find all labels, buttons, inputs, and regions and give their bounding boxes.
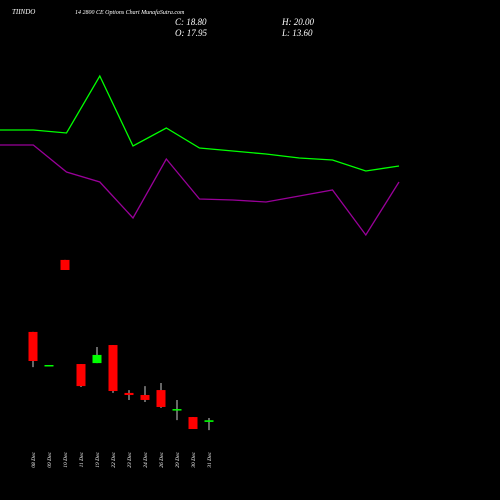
candle-body [140,395,150,400]
candle-body [108,345,118,392]
x-tick-label: 29 Dec [175,451,181,467]
x-tick-label: 23 Dec [127,451,133,467]
candle-body [92,354,102,364]
symbol: TIINDO [12,8,35,16]
chart-title: 14 2800 CE Options Chart MunafaSutra.com [75,9,185,16]
candle-body [156,390,166,407]
candle-body [188,417,198,430]
candle-body [204,420,214,422]
x-tick-label: 22 Dec [111,451,117,467]
candle-body [124,392,134,396]
candle-body [44,364,54,367]
x-tick-label: 10 Dec [63,451,69,467]
line-series [0,74,400,172]
x-tick-label: 26 Dec [159,451,165,467]
x-tick-label: 09 Dec [47,451,53,467]
x-tick-label: 08 Dec [31,451,37,467]
x-tick-label: 30 Dec [191,451,197,468]
x-tick-label: 31 Dec [207,451,213,468]
ohlc-low: L: 13.60 [281,28,313,38]
x-tick-label: 19 Dec [95,451,101,467]
ohlc-open: O: 17.95 [175,28,207,38]
ohlc-close: C: 18.80 [175,17,207,27]
candle-body [60,259,70,270]
candle-body [28,331,38,361]
line-series [0,144,400,237]
x-tick-label: 11 Dec [79,451,85,467]
candle-body [76,364,86,387]
ohlc-high: H: 20.00 [281,17,314,27]
candle-body [172,409,182,411]
x-tick-label: 24 Dec [142,451,149,467]
